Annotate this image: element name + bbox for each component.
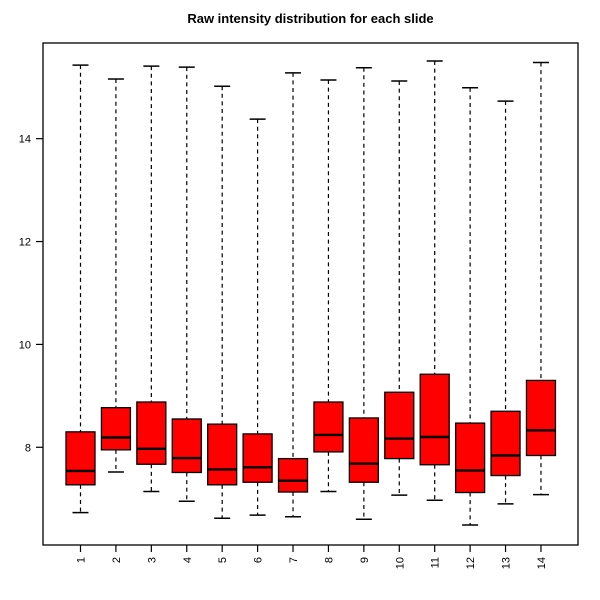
x-axis-label: 7	[288, 557, 300, 563]
y-axis-label: 12	[19, 237, 31, 249]
box-slide-5	[207, 423, 238, 486]
y-axis-label: 14	[19, 134, 31, 146]
box-slide-14	[525, 379, 557, 457]
y-axis-label: 10	[19, 339, 31, 351]
x-axis-label: 11	[430, 557, 442, 568]
x-axis-label: 5	[217, 557, 229, 563]
box-slide-13	[490, 410, 521, 477]
box-slide-10	[384, 391, 415, 460]
box-slide-8	[313, 401, 344, 453]
box-slide-7	[277, 457, 309, 493]
x-axis-label: 12	[465, 557, 477, 569]
box-slide-6	[242, 433, 273, 483]
plot-frame	[42, 42, 579, 546]
box-slide-9	[348, 417, 380, 483]
box-slide-12	[454, 422, 486, 494]
x-axis-label: 9	[359, 557, 371, 563]
x-axis-label: 6	[253, 557, 265, 563]
y-axis-label: 8	[25, 442, 31, 454]
x-axis-label: 13	[501, 557, 513, 569]
x-axis-label: 2	[111, 557, 123, 563]
box-slide-4	[171, 418, 202, 474]
x-axis-label: 10	[394, 557, 406, 569]
x-axis-label: 14	[536, 557, 548, 569]
box-slide-3	[136, 401, 167, 465]
x-axis-label: 8	[323, 557, 335, 563]
box-slide-1	[65, 431, 96, 486]
x-axis-label: 4	[182, 557, 194, 563]
x-axis-label: 1	[76, 557, 88, 563]
box-slide-2	[100, 407, 132, 451]
chart-title: Raw intensity distribution for each slid…	[187, 11, 434, 26]
x-axis-label: 3	[146, 557, 158, 563]
box-slide-11	[419, 373, 450, 466]
